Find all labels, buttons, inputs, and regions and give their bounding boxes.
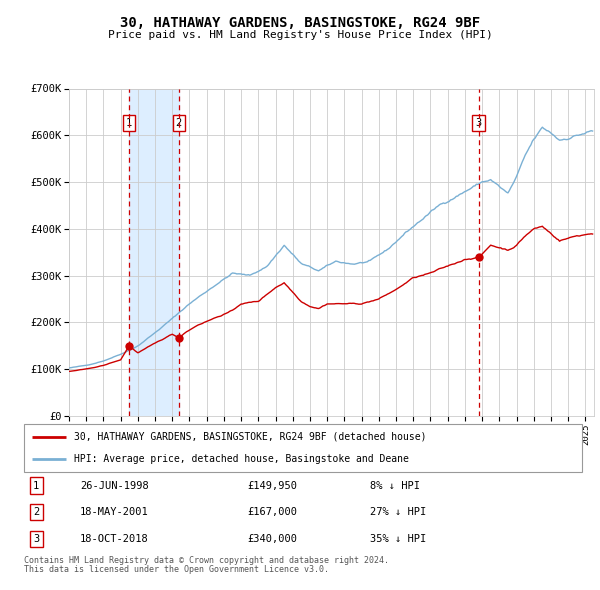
Text: HPI: Average price, detached house, Basingstoke and Deane: HPI: Average price, detached house, Basi…	[74, 454, 409, 464]
Text: Contains HM Land Registry data © Crown copyright and database right 2024.: Contains HM Land Registry data © Crown c…	[24, 556, 389, 565]
Text: 35% ↓ HPI: 35% ↓ HPI	[370, 534, 426, 543]
Text: 8% ↓ HPI: 8% ↓ HPI	[370, 481, 420, 490]
Text: 1: 1	[33, 481, 40, 490]
Text: £340,000: £340,000	[247, 534, 297, 543]
Text: £149,950: £149,950	[247, 481, 297, 490]
FancyBboxPatch shape	[24, 424, 582, 472]
Text: This data is licensed under the Open Government Licence v3.0.: This data is licensed under the Open Gov…	[24, 565, 329, 574]
Text: 27% ↓ HPI: 27% ↓ HPI	[370, 507, 426, 517]
Text: 2: 2	[33, 507, 40, 517]
Text: 1: 1	[126, 118, 132, 128]
Text: 30, HATHAWAY GARDENS, BASINGSTOKE, RG24 9BF (detached house): 30, HATHAWAY GARDENS, BASINGSTOKE, RG24 …	[74, 432, 427, 442]
Text: 30, HATHAWAY GARDENS, BASINGSTOKE, RG24 9BF: 30, HATHAWAY GARDENS, BASINGSTOKE, RG24 …	[120, 16, 480, 30]
Text: 18-MAY-2001: 18-MAY-2001	[80, 507, 149, 517]
Text: 3: 3	[475, 118, 482, 128]
Text: £167,000: £167,000	[247, 507, 297, 517]
Text: 26-JUN-1998: 26-JUN-1998	[80, 481, 149, 490]
Text: 3: 3	[33, 534, 40, 543]
Bar	[129, 88, 179, 416]
Text: 18-OCT-2018: 18-OCT-2018	[80, 534, 149, 543]
Text: 2: 2	[176, 118, 182, 128]
Text: Price paid vs. HM Land Registry's House Price Index (HPI): Price paid vs. HM Land Registry's House …	[107, 30, 493, 40]
